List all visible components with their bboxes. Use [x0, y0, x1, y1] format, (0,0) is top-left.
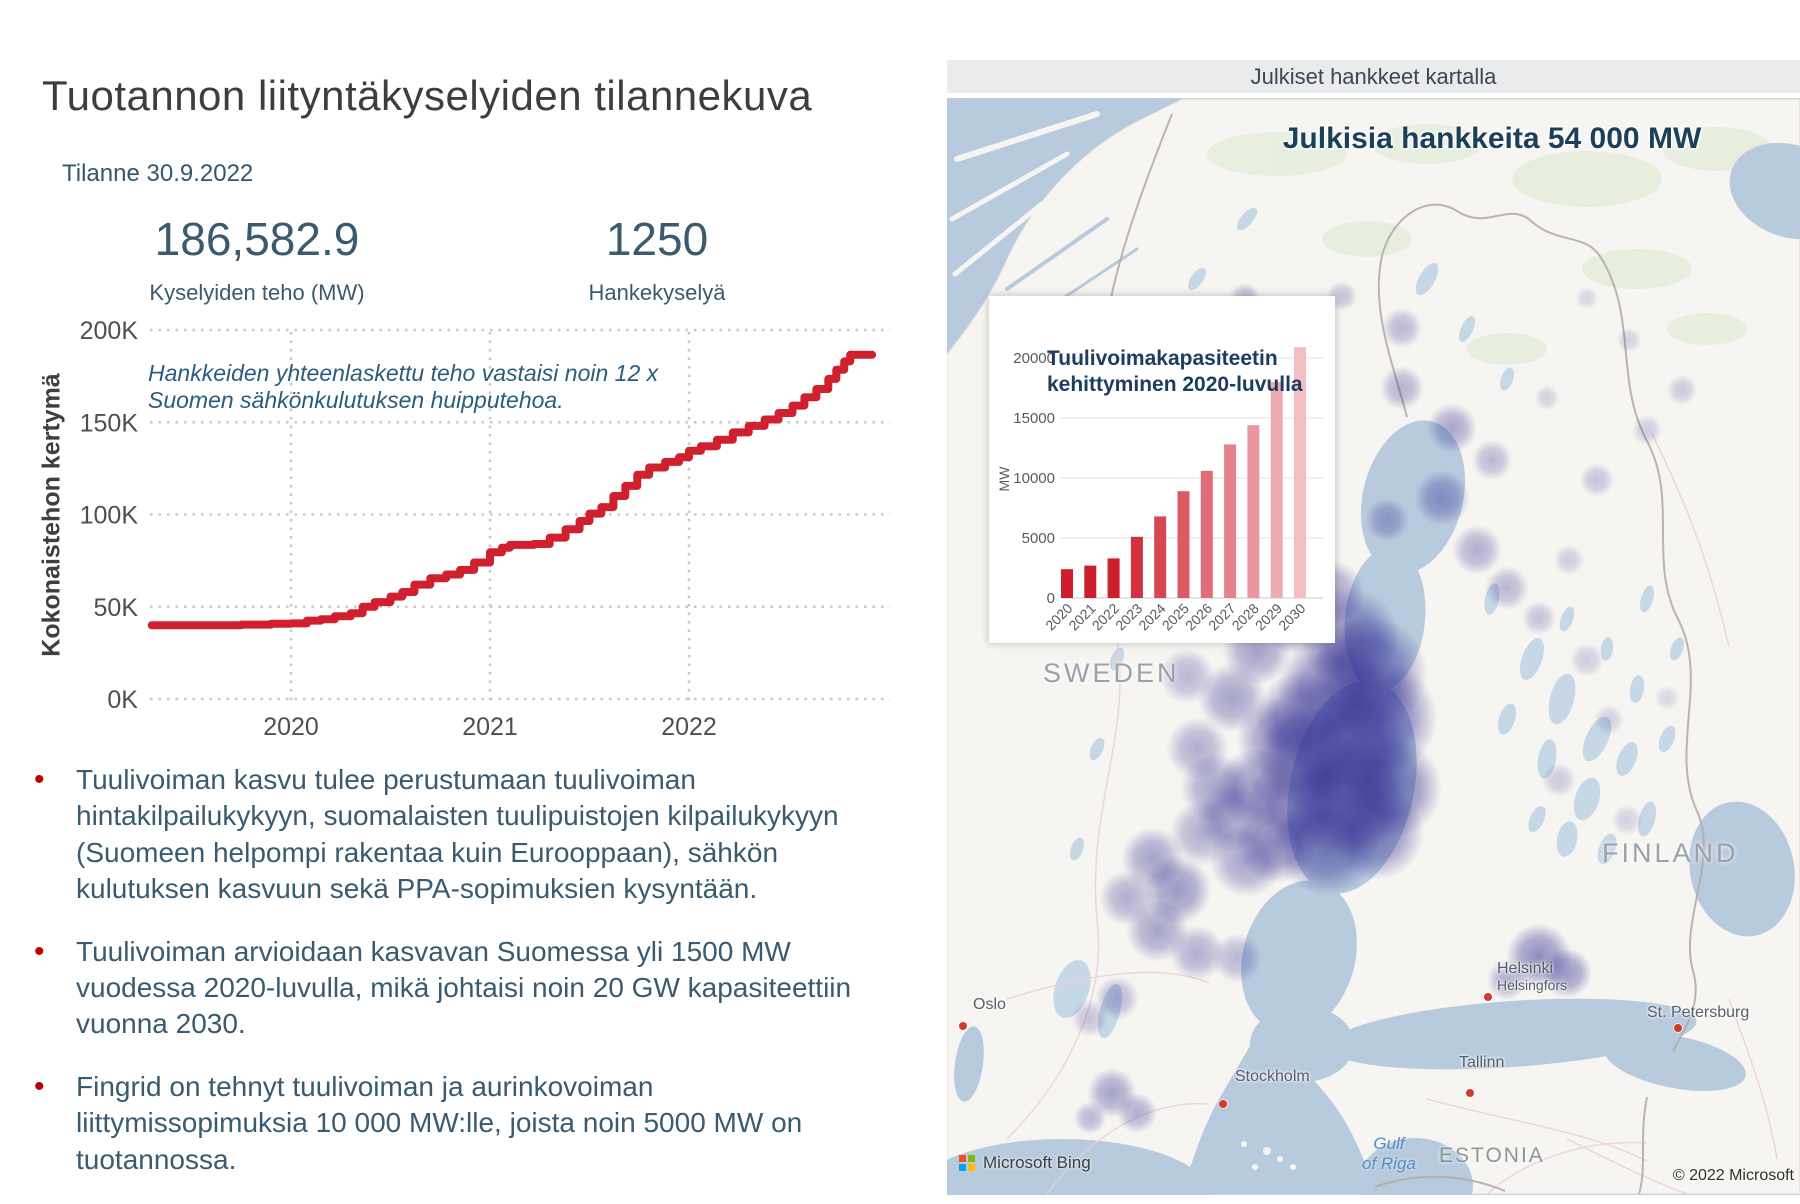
capacity-bar — [1224, 444, 1237, 598]
capacity-bar — [1294, 347, 1306, 598]
bullet-item: Tuulivoiman kasvu tulee perustumaan tuul… — [28, 760, 886, 908]
capacity-bar — [1270, 382, 1283, 598]
kpi-query-count-label: Hankekyselyä — [588, 280, 726, 305]
city-dot-oslo — [959, 1022, 967, 1030]
inset-y-tick-label: 10000 — [1013, 470, 1055, 487]
wind-capacity-bar-chart: 05000100001500020000MW202020212022202320… — [996, 347, 1323, 633]
archipelago — [1241, 1141, 1296, 1170]
y-tick-label: 0K — [107, 686, 138, 714]
capacity-bar — [1061, 569, 1073, 598]
city-label-tallinn: Tallinn — [1459, 1054, 1505, 1071]
capacity-bar — [1130, 536, 1143, 598]
y-axis-title: Kokonaistehon kertymä — [37, 373, 66, 657]
bullet-item: Tuulivoiman arvioidaan kasvavan Suomessa… — [28, 932, 886, 1043]
terrain-patches — [1207, 124, 1772, 365]
cumulative-power-line — [147, 350, 877, 630]
city-dot-helsinki — [1484, 993, 1492, 1001]
capacity-bar — [1247, 425, 1260, 598]
map-title: Julkisia hankkeita 54 000 MW — [1282, 122, 1702, 155]
y-tick-label: 100K — [80, 502, 139, 530]
water-label-gulf-of-riga: Gulf of Riga — [1362, 1134, 1416, 1173]
kpi-total-power: 186,582.9 Kyselyiden teho (MW) — [92, 212, 422, 306]
cumulative-power-line-chart: 0K 50K 100K 150K 200K 2020 2021 2022 — [80, 317, 890, 741]
region-label-sweden: SWEDEN — [1043, 658, 1180, 688]
inset-y-tick-label: 5000 — [1022, 530, 1055, 547]
lakes — [1053, 207, 1684, 1039]
x-tick-label: 2021 — [462, 713, 518, 741]
inset-y-axis-title: MW — [996, 466, 1012, 492]
capacity-bar — [1084, 565, 1097, 598]
map-panel-header: Julkiset hankkeet kartalla — [947, 60, 1800, 93]
inset-x-tick-label: 2030 — [1275, 600, 1308, 633]
x-tick-label: 2022 — [661, 713, 717, 741]
kpi-total-power-label: Kyselyiden teho (MW) — [149, 280, 365, 305]
capacity-bar — [1154, 516, 1167, 598]
chart-annotation: Hankkeiden yhteenlaskettu teho vastaisi … — [148, 360, 659, 414]
city-label-stockholm: Stockholm — [1235, 1068, 1310, 1085]
fjords — [949, 111, 1100, 277]
city-dot-stockholm — [1219, 1100, 1227, 1108]
city-label-oslo: Oslo — [973, 996, 1006, 1013]
y-tick-label: 150K — [80, 409, 139, 437]
y-tick-label: 50K — [94, 594, 139, 622]
inset-y-tick-label: 0 — [1047, 590, 1055, 607]
city-label-st-petersburg: St. Petersburg — [1647, 1004, 1750, 1021]
kpi-total-power-value: 186,582.9 — [154, 213, 360, 265]
wind-capacity-inset-chart: 0 5000 10000 15000 20000 MW 2020 2021 2022 2023 20… — [989, 296, 1335, 643]
capacity-bar — [1107, 558, 1120, 598]
city-dot-tallinn — [1466, 1089, 1474, 1097]
microsoft-logo-icon — [959, 1155, 975, 1171]
bullet-item: Fingrid on tehnyt tuulivoiman ja aurinko… — [28, 1067, 886, 1178]
region-label-estonia: ESTONIA — [1439, 1144, 1545, 1167]
x-tick-label: 2020 — [263, 713, 319, 741]
inset-y-tick-label: 20000 — [1013, 350, 1055, 367]
capacity-bar — [1177, 491, 1190, 598]
region-label-finland: FINLAND — [1602, 838, 1739, 868]
page-title: Tuotannon liityntäkyselyiden tilannekuva — [42, 72, 813, 119]
capacity-bar — [1200, 470, 1213, 598]
map-copyright: © 2022 Microsoft — [1672, 1167, 1794, 1184]
kpi-query-count: 1250 Hankekyselyä — [492, 212, 822, 306]
inset-y-tick-label: 15000 — [1013, 410, 1055, 427]
y-tick-label: 200K — [80, 317, 139, 345]
kpi-query-count-value: 1250 — [605, 213, 709, 265]
city-dot-st-petersburg — [1674, 1024, 1682, 1032]
status-date: Tilanne 30.9.2022 — [62, 160, 254, 187]
map-labels-layer: SWEDEN FINLAND ESTONIA Gulf of Riga Oslo Stock… — [947, 98, 1800, 1195]
city-label-helsinki: Helsinki Helsingfors — [1497, 960, 1568, 993]
map-canvas: SWEDEN FINLAND ESTONIA Gulf of Riga Oslo Stock… — [947, 98, 1800, 1195]
bing-brand-label: Microsoft Bing — [983, 1153, 1091, 1172]
bullet-list: Tuulivoiman kasvu tulee perustumaan tuul… — [28, 760, 886, 1204]
bing-attribution: Microsoft Bing — [959, 1153, 1091, 1173]
